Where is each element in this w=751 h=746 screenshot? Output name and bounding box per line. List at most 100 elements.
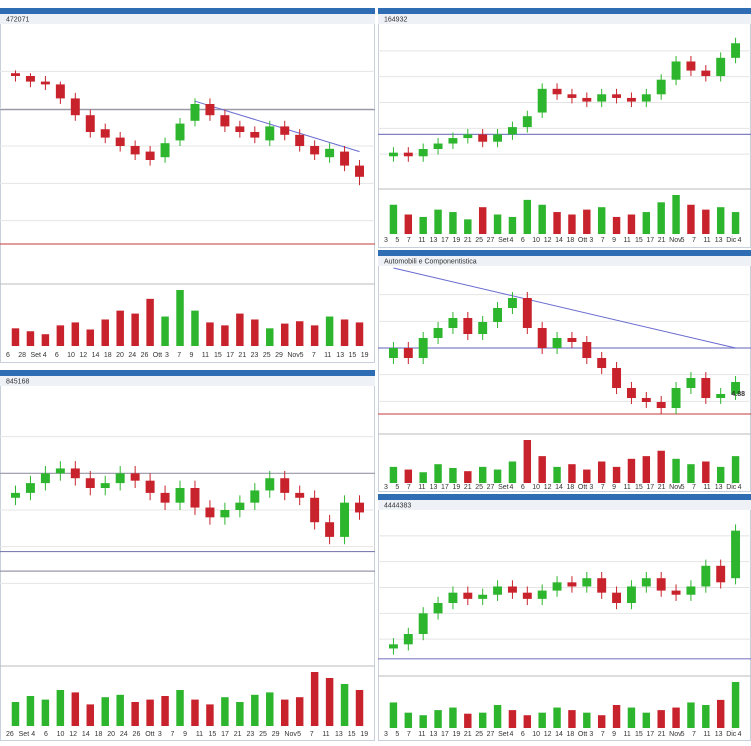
volume-bar [464, 471, 472, 483]
volume-bar [404, 712, 413, 728]
candle-body [433, 143, 443, 149]
date-label: 9 [612, 731, 616, 738]
date-label: 13 [430, 237, 438, 244]
volume-bar [612, 705, 621, 728]
candle-body [310, 497, 320, 523]
candle-body [612, 368, 622, 388]
date-label: 13 [430, 731, 438, 738]
panel-title: Automobili e Componentistica [384, 258, 477, 265]
date-label: 5 [395, 237, 399, 244]
date-label: Nov [669, 237, 682, 244]
date-label: 4 [738, 731, 742, 738]
volume-bar [295, 697, 304, 726]
volume-bar [419, 715, 427, 728]
volume-bar [583, 712, 591, 728]
volume-bar [71, 322, 80, 346]
date-label: 10 [532, 237, 540, 244]
volume-bar [280, 323, 289, 346]
candle-body [418, 338, 428, 358]
candle-body [205, 104, 215, 116]
date-label: Set [498, 237, 509, 244]
date-label: 6 [6, 352, 10, 359]
trend-line [194, 100, 360, 153]
volume-bar [419, 216, 427, 234]
candle-body [205, 507, 215, 518]
date-label: 19 [452, 731, 460, 738]
candle-body [626, 97, 636, 102]
date-label: 28 [18, 352, 26, 359]
candle-body [478, 322, 488, 334]
candle-body [70, 468, 80, 479]
candle-body [686, 61, 696, 71]
volume-bar [627, 214, 636, 234]
volume-bar [26, 331, 35, 346]
date-label: 13 [430, 484, 438, 491]
volume-bar [116, 310, 124, 346]
volume-bar [657, 202, 665, 234]
volume-bar [251, 319, 259, 346]
volume-bar [236, 313, 244, 346]
date-label: 7 [407, 731, 411, 738]
volume-bar [523, 199, 532, 234]
candle-body [656, 578, 666, 591]
volume-bar [101, 319, 109, 346]
panel-header-bar [0, 8, 375, 14]
volume-bar [131, 313, 139, 346]
volume-bar [355, 690, 364, 726]
candle-body [656, 79, 666, 95]
date-label: 21 [658, 237, 666, 244]
candle-body [325, 522, 335, 537]
date-label: 10 [57, 731, 65, 738]
volume-bar [731, 212, 740, 234]
volume-bar [11, 702, 20, 726]
volume-bar [449, 707, 457, 728]
candle-body [40, 473, 50, 484]
date-label: 5 [681, 731, 685, 738]
candle-body [597, 578, 607, 593]
candle-body [493, 308, 503, 322]
volume-bar [657, 710, 665, 728]
volume-bar [583, 469, 591, 483]
candle-body [463, 134, 473, 139]
date-label: Set [498, 484, 509, 491]
volume-bar [538, 204, 546, 234]
date-label: 7 [407, 237, 411, 244]
date-label: 5 [300, 352, 304, 359]
volume-bar [597, 207, 606, 234]
date-label: 10 [532, 484, 540, 491]
date-label: 11 [703, 731, 710, 738]
candle-body [671, 61, 681, 80]
date-label: 14 [82, 731, 90, 738]
date-label: 4 [509, 731, 513, 738]
date-label: 17 [221, 731, 229, 738]
volume-bar [295, 321, 304, 346]
date-label: 11 [324, 352, 331, 359]
date-label: 6 [521, 484, 525, 491]
date-label: 15 [635, 484, 643, 491]
date-label: 15 [348, 731, 356, 738]
candle-body [641, 398, 651, 402]
candle-body [552, 338, 562, 348]
date-label: 15 [349, 352, 357, 359]
volume-bar [538, 456, 546, 483]
volume-bar [280, 699, 289, 726]
panel-title: 472071 [6, 16, 29, 23]
volume-bar [221, 697, 229, 726]
date-label: 21 [658, 484, 666, 491]
date-label: Ott [578, 731, 587, 738]
candle-body [641, 578, 651, 587]
panel-header-bar [378, 8, 751, 14]
date-label: 19 [452, 484, 460, 491]
date-label: Set [19, 731, 30, 738]
candle-body [686, 378, 696, 388]
date-label: 21 [658, 731, 666, 738]
date-label: 24 [120, 731, 128, 738]
candle-body [403, 348, 413, 358]
candle-body [463, 318, 473, 334]
candle-body [567, 338, 577, 342]
date-label: 12 [544, 484, 552, 491]
date-label: Ott [153, 352, 162, 359]
last-price-label: 4.88 [731, 391, 745, 398]
volume-bar [672, 458, 680, 483]
date-label: 7 [312, 352, 316, 359]
